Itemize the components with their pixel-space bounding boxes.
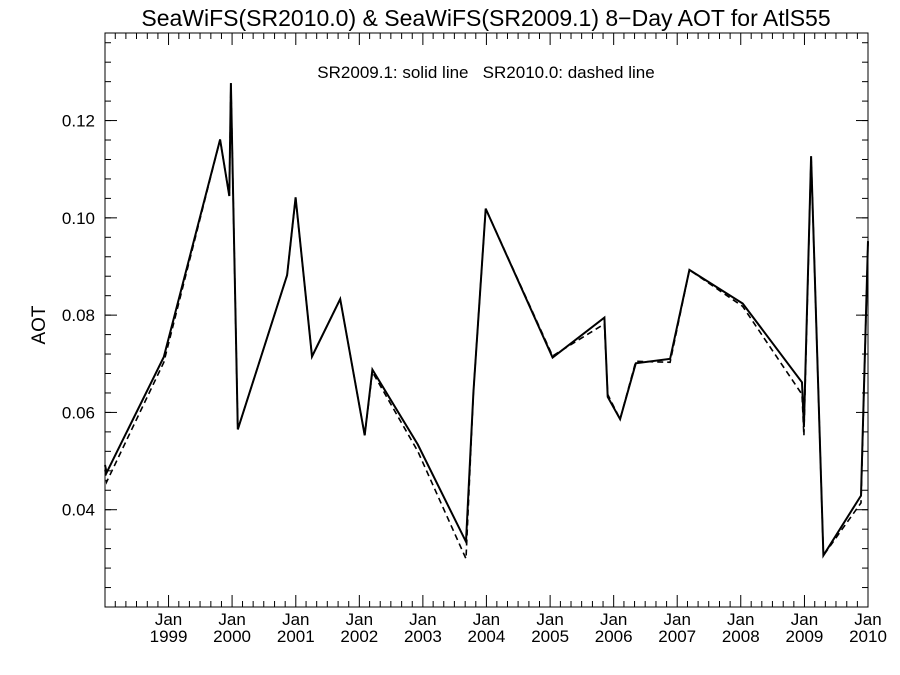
y-tick-label: 0.10 (62, 209, 95, 228)
x-tick-year-label: 2001 (277, 627, 315, 646)
plot-frame (104, 32, 869, 608)
y-axis-label: AOT (29, 305, 50, 344)
axis-ticks (105, 33, 869, 607)
x-tick-month-label: Jan (155, 610, 182, 629)
data-lines (104, 83, 869, 560)
y-tick-label: 0.12 (62, 112, 95, 131)
x-tick-year-label: 2010 (849, 627, 887, 646)
x-tick-year-label: 2004 (467, 627, 505, 646)
series-line-sr2009-1 (104, 83, 869, 559)
x-tick-month-label: Jan (218, 610, 245, 629)
x-tick-year-label: 2005 (531, 627, 569, 646)
x-tick-month-label: Jan (663, 610, 690, 629)
x-tick-year-label: 1999 (150, 627, 188, 646)
series-line-sr2010-0 (104, 83, 869, 560)
x-tick-year-label: 2009 (786, 627, 824, 646)
chart-title: SeaWiFS(SR2010.0) & SeaWiFS(SR2009.1) 8−… (141, 5, 830, 31)
x-tick-year-label: 2003 (404, 627, 442, 646)
x-tick-year-label: 2006 (595, 627, 633, 646)
x-tick-month-label: Jan (536, 610, 563, 629)
x-tick-month-label: Jan (600, 610, 627, 629)
x-tick-month-label: Jan (727, 610, 754, 629)
x-tick-month-label: Jan (409, 610, 436, 629)
x-tick-year-label: 2008 (722, 627, 760, 646)
axis-tick-labels: 0.040.060.080.100.12Jan1999Jan2000Jan200… (62, 112, 887, 646)
y-tick-label: 0.06 (62, 403, 95, 422)
x-tick-month-label: Jan (854, 610, 881, 629)
line-style-annotation: SR2009.1: solid line SR2010.0: dashed li… (317, 63, 654, 82)
x-tick-month-label: Jan (791, 610, 818, 629)
x-tick-year-label: 2000 (213, 627, 251, 646)
x-tick-month-label: Jan (282, 610, 309, 629)
x-tick-year-label: 2002 (340, 627, 378, 646)
y-tick-label: 0.04 (62, 501, 95, 520)
x-tick-year-label: 2007 (658, 627, 696, 646)
x-tick-month-label: Jan (473, 610, 500, 629)
x-tick-month-label: Jan (346, 610, 373, 629)
y-tick-label: 0.08 (62, 306, 95, 325)
